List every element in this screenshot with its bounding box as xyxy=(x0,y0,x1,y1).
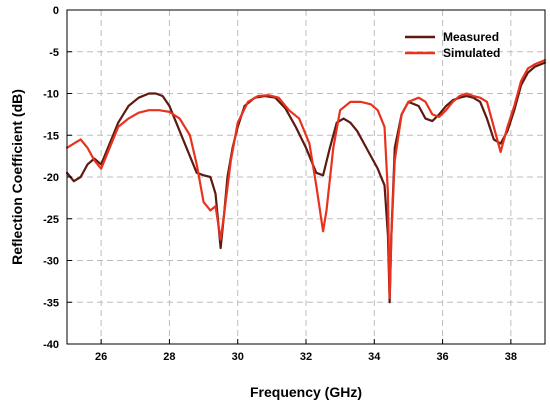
y-tick-label: -20 xyxy=(43,172,59,184)
axis-tick-labels: 26 28 30 32 34 36 38 0 -5 -10 -15 -20 -25 -30 -35 -40 xyxy=(43,5,517,363)
y-axis-title: Reflection Coefficient (dB) xyxy=(9,89,25,265)
y-tick-label: 0 xyxy=(53,5,59,17)
legend: Measured Simulated xyxy=(405,30,500,60)
x-tick-label: 26 xyxy=(95,351,107,363)
y-tick-label: -10 xyxy=(43,89,59,101)
y-tick-label: -40 xyxy=(43,339,59,351)
x-tick-label: 32 xyxy=(300,351,312,363)
series-line-simulated xyxy=(65,59,547,300)
y-tick-label: -30 xyxy=(43,256,59,268)
y-tick-label: -25 xyxy=(43,214,59,226)
series-line-measured xyxy=(65,61,547,304)
x-axis-title: Frequency (GHz) xyxy=(250,384,362,400)
y-tick-label: -35 xyxy=(43,297,59,309)
x-tick-label: 28 xyxy=(163,351,175,363)
grid-lines xyxy=(67,10,545,344)
y-tick-label: -5 xyxy=(49,47,59,59)
plot-series xyxy=(65,59,547,304)
x-tick-label: 30 xyxy=(232,351,244,363)
x-tick-label: 38 xyxy=(505,351,517,363)
x-tick-label: 36 xyxy=(436,351,448,363)
legend-label: Simulated xyxy=(443,46,500,60)
y-tick-label: -15 xyxy=(43,130,59,142)
x-tick-label: 34 xyxy=(368,351,381,363)
legend-label: Measured xyxy=(443,30,499,44)
